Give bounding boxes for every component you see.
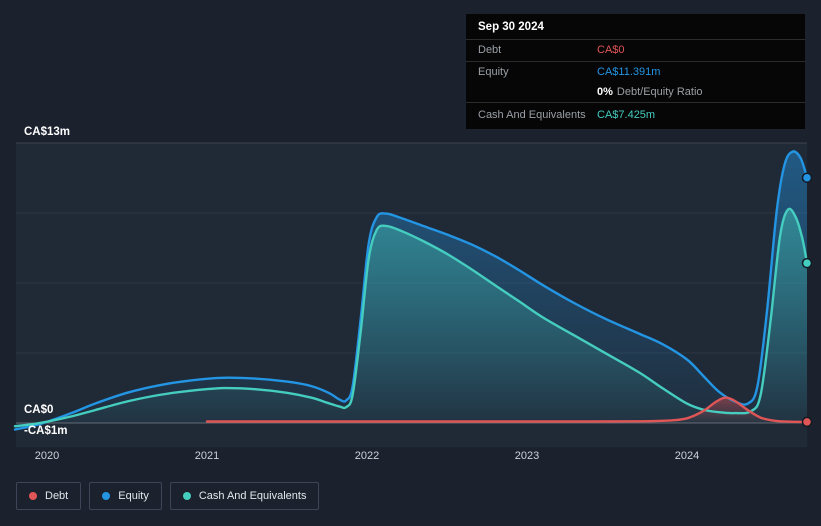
equity-line: [13, 150, 809, 431]
y-axis-label-negative: -CA$1m: [24, 425, 68, 437]
tooltip-debt-value: CA$0: [597, 44, 625, 56]
tooltip-equity-value: CA$11.391m: [597, 66, 661, 78]
tooltip-debt-row: Debt CA$0: [466, 40, 805, 62]
x-tick-2023: 2023: [514, 450, 540, 462]
tooltip-cash-value: CA$7.425m: [597, 109, 656, 121]
cash-and-equivalents-dot-icon: [182, 492, 191, 500]
legend-item-equity[interactable]: Equity: [89, 482, 162, 510]
x-tick-2020: 2020: [34, 450, 60, 462]
legend-item-cash-and-equivalents[interactable]: Cash And Equivalents: [169, 482, 320, 510]
tooltip-equity-row: Equity CA$11.391m: [466, 62, 805, 82]
tooltip-cash-row: Cash And Equivalents CA$7.425m: [466, 102, 805, 129]
y-axis-label-top: CA$13m: [24, 126, 71, 138]
date-tooltip: Sep 30 2024 Debt CA$0 Equity CA$11.391m …: [466, 14, 805, 129]
debt-area: [207, 397, 807, 423]
tooltip-ratio-label: Debt/Equity Ratio: [616, 86, 703, 98]
tooltip-debt-label: Debt: [478, 44, 502, 56]
tooltip-ratio-row: 0% Debt/Equity Ratio: [466, 82, 805, 102]
legend: Debt Equity Cash And Equivalents: [16, 482, 320, 510]
tooltip-ratio-value: 0%: [597, 86, 613, 98]
equity-end-dot: [801, 172, 813, 183]
legend-label: Debt: [45, 490, 69, 502]
cash-and-equivalents-line: [13, 207, 809, 428]
y-axis-label-zero: CA$0: [24, 404, 54, 416]
cash-and-equivalents-area: [15, 208, 807, 427]
cash-and-equivalents-end-dot: [801, 257, 813, 269]
legend-label: Cash And Equivalents: [198, 490, 307, 502]
debt-end-dot: [801, 416, 813, 428]
x-axis: 2020 2021 2022 2023 2024: [0, 450, 821, 464]
x-tick-2022: 2022: [354, 450, 380, 462]
x-tick-2021: 2021: [194, 450, 220, 462]
equity-dot-icon: [102, 492, 111, 500]
tooltip-date: Sep 30 2024: [466, 14, 805, 40]
debt-line: [205, 396, 809, 424]
tooltip-cash-label: Cash And Equivalents: [478, 109, 586, 121]
debt-dot-icon: [29, 492, 37, 500]
tooltip-equity-label: Equity: [478, 66, 509, 78]
legend-item-debt[interactable]: Debt: [16, 482, 82, 510]
x-tick-2024: 2024: [674, 450, 700, 462]
legend-label: Equity: [118, 490, 149, 502]
